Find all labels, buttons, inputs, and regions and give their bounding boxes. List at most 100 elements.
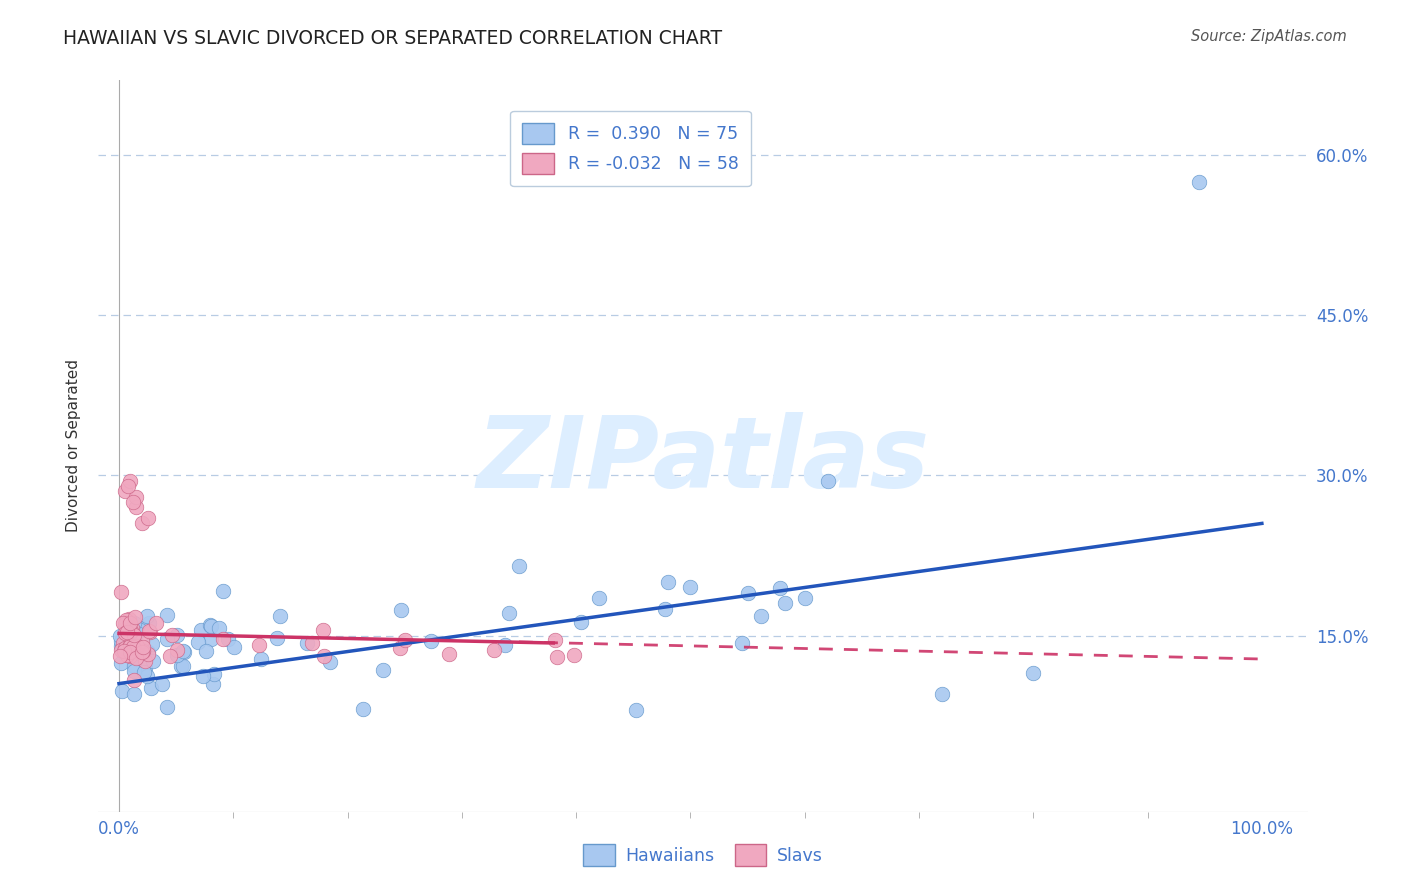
- Point: [115, 644, 138, 658]
- Point: [150, 677, 173, 691]
- Point: [134, 655, 156, 669]
- Point: [388, 641, 411, 656]
- Point: [134, 661, 156, 675]
- Point: [224, 640, 246, 655]
- Point: [562, 648, 585, 662]
- Point: [120, 645, 142, 659]
- Point: [546, 650, 568, 665]
- Point: [247, 638, 270, 652]
- Point: [131, 645, 153, 659]
- Point: [187, 635, 209, 649]
- Point: [138, 616, 160, 631]
- Point: [419, 633, 441, 648]
- Point: [108, 649, 131, 664]
- Point: [312, 624, 335, 638]
- Point: [125, 500, 148, 515]
- Point: [122, 615, 145, 630]
- Point: [269, 608, 291, 623]
- Point: [115, 634, 138, 648]
- Point: [131, 516, 153, 531]
- Point: [125, 490, 148, 504]
- Point: [142, 654, 165, 668]
- Point: [679, 581, 702, 595]
- Point: [172, 658, 194, 673]
- Text: Source: ZipAtlas.com: Source: ZipAtlas.com: [1191, 29, 1347, 44]
- Point: [200, 619, 222, 633]
- Point: [118, 639, 141, 653]
- Point: [122, 640, 145, 655]
- Point: [138, 624, 160, 638]
- Point: [773, 596, 796, 610]
- Point: [124, 610, 146, 624]
- Point: [141, 637, 163, 651]
- Point: [110, 584, 132, 599]
- Legend: Hawaiians, Slavs: Hawaiians, Slavs: [576, 838, 830, 872]
- Point: [569, 615, 592, 629]
- Point: [371, 663, 394, 677]
- Point: [132, 643, 155, 657]
- Point: [121, 621, 143, 635]
- Point: [544, 633, 567, 648]
- Point: [115, 625, 138, 640]
- Point: [139, 624, 162, 639]
- Point: [117, 479, 139, 493]
- Point: [120, 624, 142, 638]
- Point: [136, 511, 159, 525]
- Point: [125, 639, 148, 653]
- Point: [114, 626, 136, 640]
- Point: [118, 616, 141, 631]
- Point: [124, 673, 146, 687]
- Point: [498, 606, 520, 620]
- Point: [931, 687, 953, 701]
- Point: [250, 652, 273, 666]
- Point: [166, 643, 188, 657]
- Point: [135, 669, 157, 683]
- Point: [138, 644, 160, 658]
- Point: [730, 635, 752, 649]
- Point: [129, 623, 152, 637]
- Point: [394, 632, 416, 647]
- Text: HAWAIIAN VS SLAVIC DIVORCED OR SEPARATED CORRELATION CHART: HAWAIIAN VS SLAVIC DIVORCED OR SEPARATED…: [63, 29, 723, 47]
- Point: [1188, 175, 1211, 189]
- Point: [111, 684, 134, 698]
- Point: [141, 681, 163, 696]
- Point: [136, 647, 159, 661]
- Point: [125, 651, 148, 665]
- Point: [110, 643, 132, 657]
- Point: [266, 631, 288, 645]
- Point: [122, 664, 145, 678]
- Point: [508, 559, 530, 574]
- Point: [110, 629, 132, 643]
- Point: [118, 648, 141, 663]
- Point: [217, 632, 239, 646]
- Legend: R =  0.390   N = 75, R = -0.032   N = 58: R = 0.390 N = 75, R = -0.032 N = 58: [510, 111, 751, 186]
- Point: [145, 616, 167, 631]
- Point: [212, 632, 235, 646]
- Point: [201, 677, 224, 691]
- Point: [1022, 665, 1045, 680]
- Point: [156, 607, 179, 622]
- Point: [111, 643, 134, 657]
- Point: [301, 636, 323, 650]
- Point: [482, 643, 505, 657]
- Point: [195, 644, 218, 658]
- Point: [120, 639, 142, 653]
- Point: [114, 484, 136, 499]
- Point: [134, 665, 156, 680]
- Point: [654, 602, 676, 616]
- Point: [200, 632, 222, 647]
- Point: [131, 633, 153, 648]
- Point: [624, 703, 647, 717]
- Point: [110, 639, 132, 653]
- Point: [202, 666, 225, 681]
- Point: [208, 622, 231, 636]
- Point: [136, 609, 159, 624]
- Point: [657, 575, 679, 590]
- Point: [132, 640, 155, 655]
- Point: [193, 669, 215, 683]
- Point: [112, 636, 135, 650]
- Point: [211, 584, 233, 599]
- Point: [122, 628, 145, 642]
- Point: [437, 647, 460, 661]
- Point: [155, 632, 177, 646]
